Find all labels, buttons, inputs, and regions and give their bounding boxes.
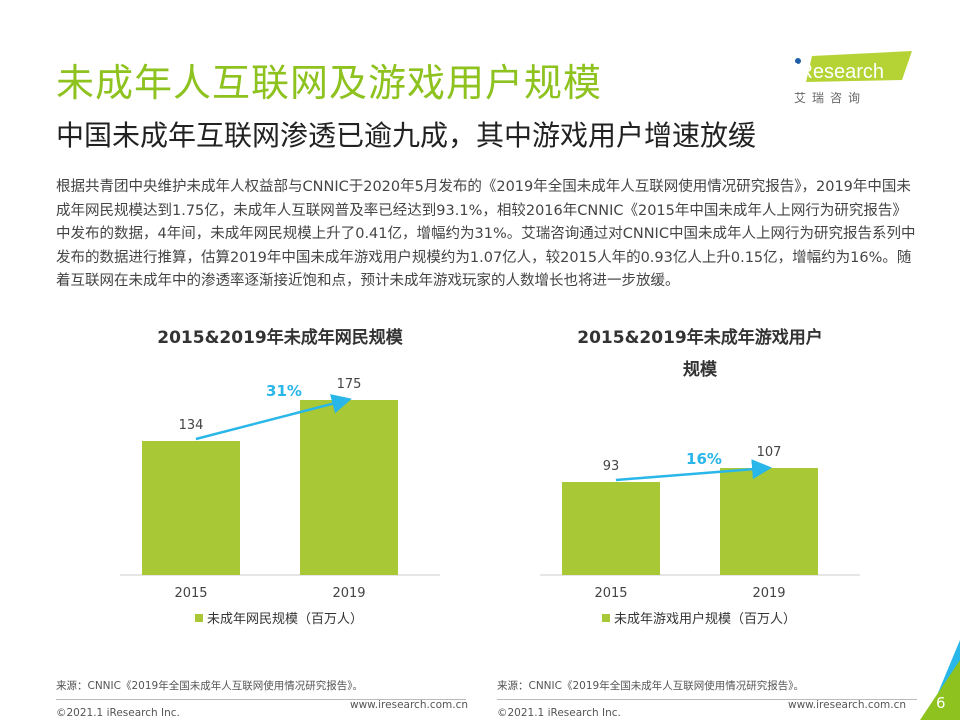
x-tick-label: 2015 (594, 586, 627, 601)
x-tick-label: 2019 (752, 586, 785, 601)
page-subtitle: 中国未成年互联网渗透已逾九成，其中游戏用户增速放缓 (56, 119, 757, 152)
x-tick-label: 2015 (174, 586, 207, 601)
legend-swatch (195, 614, 203, 622)
page-number: 6 (936, 694, 946, 712)
value-label: 175 (337, 377, 362, 392)
description-paragraph: 根据共青团中央维护未成年人权益部与CNNIC于2020年5月发布的《2019年全… (56, 179, 916, 289)
corner-decoration (920, 640, 960, 720)
x-tick-label: 2019 (332, 586, 365, 601)
growth-arrow (615, 459, 773, 482)
growth-label: 16% (686, 450, 722, 468)
value-label: 107 (757, 445, 782, 460)
legend-label: 未成年网民规模（百万人） (207, 612, 363, 627)
website-link[interactable]: www.iresearch.com.cn (788, 699, 907, 711)
source-note: 来源：CNNIC《2019年全国未成年人互联网使用情况研究报告》。 (497, 680, 804, 692)
growth-arrow (195, 394, 352, 441)
chart2-title: 2015&2019年未成年游戏用户 规模 (540, 322, 860, 386)
bar-2019 (300, 400, 398, 575)
source-note: 来源：CNNIC《2019年全国未成年人互联网使用情况研究报告》。 (56, 680, 363, 692)
chart2-title-line1: 2015&2019年未成年游戏用户 (577, 328, 823, 348)
iresearch-logo: iResearch 艾瑞咨询 (790, 48, 920, 108)
footer-left: 来源：CNNIC《2019年全国未成年人互联网使用情况研究报告》。 ©2021.… (56, 678, 466, 719)
svg-text:艾瑞咨询: 艾瑞咨询 (794, 90, 866, 105)
page-title: 未成年人互联网及游戏用户规模 (56, 61, 603, 105)
bar-2015 (562, 482, 660, 575)
bar-2015 (142, 441, 240, 575)
value-label: 134 (179, 418, 204, 433)
chart1-title: 2015&2019年未成年网民规模 (157, 328, 403, 348)
bar-2019 (720, 468, 818, 575)
value-label: 93 (603, 459, 620, 474)
legend-label: 未成年游戏用户规模（百万人） (614, 611, 796, 627)
copyright: ©2021.1 iResearch Inc. (497, 707, 621, 719)
svg-text:iResearch: iResearch (794, 61, 884, 83)
chart2-title-line2: 规模 (683, 360, 717, 380)
legend-swatch (602, 614, 610, 622)
website-link[interactable]: www.iresearch.com.cn (350, 699, 469, 711)
copyright: ©2021.1 iResearch Inc. (56, 707, 180, 719)
growth-label: 31% (266, 382, 302, 400)
footer-right: 来源：CNNIC《2019年全国未成年人互联网使用情况研究报告》。 ©2021.… (497, 678, 917, 719)
